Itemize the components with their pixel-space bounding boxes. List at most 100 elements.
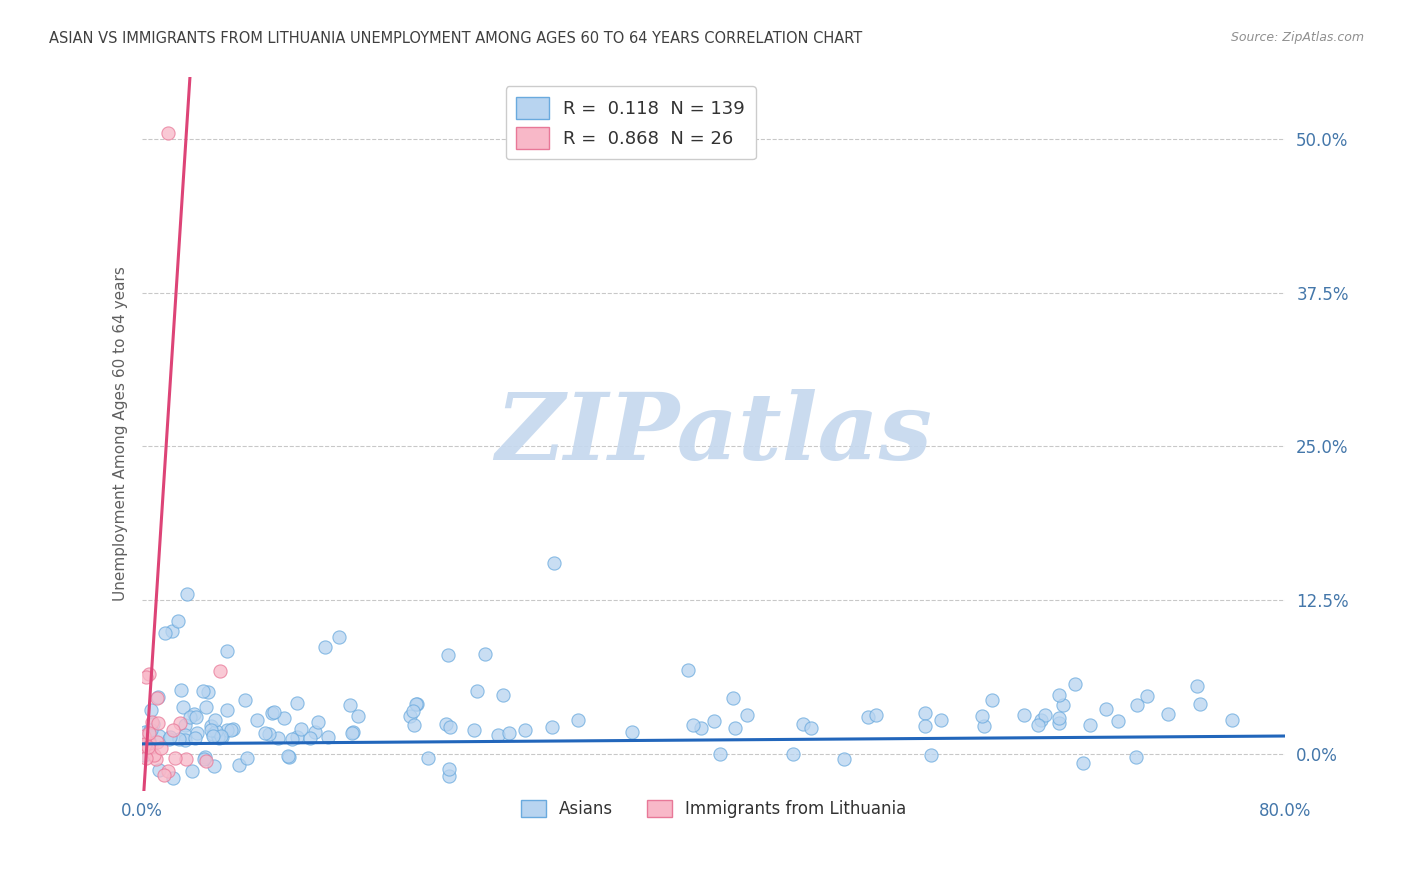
Point [437,648,460,663]
Point [202,759,225,773]
Point [1063,677,1085,691]
Point [402,717,425,731]
Point [194,700,217,714]
Point [159,730,181,744]
Point [184,731,207,745]
Text: ASIAN VS IMMIGRANTS FROM LITHUANIA UNEMPLOYMENT AMONG AGES 60 TO 64 YEARS CORREL: ASIAN VS IMMIGRANTS FROM LITHUANIA UNEMP… [49,31,862,46]
Point [170,682,193,697]
Point [173,732,195,747]
Point [1047,711,1070,725]
Point [307,714,329,729]
Point [278,749,301,764]
Point [193,684,215,698]
Point [135,670,157,684]
Point [160,624,183,638]
Point [498,726,520,740]
Point [138,736,160,750]
Point [246,713,269,727]
Point [202,726,225,740]
Point [136,739,159,754]
Point [219,723,242,737]
Point [132,747,155,762]
Point [1136,690,1159,704]
Point [328,630,350,644]
Point [153,626,176,640]
Point [193,752,215,766]
Point [347,708,370,723]
Point [194,749,217,764]
Point [167,614,190,628]
Point [929,713,952,727]
Point [276,749,298,764]
Point [304,725,326,739]
Point [405,697,427,711]
Point [139,739,162,754]
Point [1052,698,1074,712]
Point [215,703,238,717]
Point [148,763,170,777]
Point [1047,688,1070,702]
Point [183,706,205,721]
Point [342,726,364,740]
Point [211,729,233,743]
Point [1125,750,1147,764]
Point [157,732,180,747]
Point [174,718,197,732]
Point [207,730,229,744]
Text: ZIPatlas: ZIPatlas [495,389,932,479]
Point [139,723,162,737]
Point [162,771,184,785]
Point [339,698,361,712]
Point [439,769,461,783]
Point [298,731,321,745]
Point [515,723,537,737]
Point [233,693,256,707]
Point [398,709,420,723]
Point [342,725,364,739]
Point [1188,697,1211,711]
Point [281,731,304,746]
Point [135,750,157,764]
Point [142,747,165,762]
Point [1187,679,1209,693]
Point [267,731,290,745]
Point [200,723,222,737]
Point [169,716,191,731]
Point [257,727,280,741]
Point [1047,716,1070,731]
Point [200,718,222,732]
Point [406,698,429,712]
Point [492,688,515,702]
Point [865,708,887,723]
Point [1012,707,1035,722]
Point [970,709,993,723]
Point [205,723,228,738]
Point [486,728,509,742]
Point [285,730,308,744]
Point [981,693,1004,707]
Point [273,711,295,725]
Point [134,737,156,751]
Point [163,751,186,765]
Point [1125,698,1147,712]
Y-axis label: Unemployment Among Ages 60 to 64 years: Unemployment Among Ages 60 to 64 years [114,267,128,601]
Point [162,723,184,737]
Point [1033,708,1056,723]
Legend: Asians, Immigrants from Lithuania: Asians, Immigrants from Lithuania [515,794,912,825]
Point [973,719,995,733]
Point [437,762,460,776]
Point [132,739,155,753]
Point [540,720,562,734]
Point [465,683,488,698]
Point [703,714,725,728]
Point [211,731,233,745]
Point [179,710,201,724]
Point [318,730,340,744]
Point [262,706,284,720]
Point [148,729,170,743]
Point [914,719,936,733]
Point [138,666,160,681]
Point [253,726,276,740]
Point [543,556,565,570]
Point [434,717,457,731]
